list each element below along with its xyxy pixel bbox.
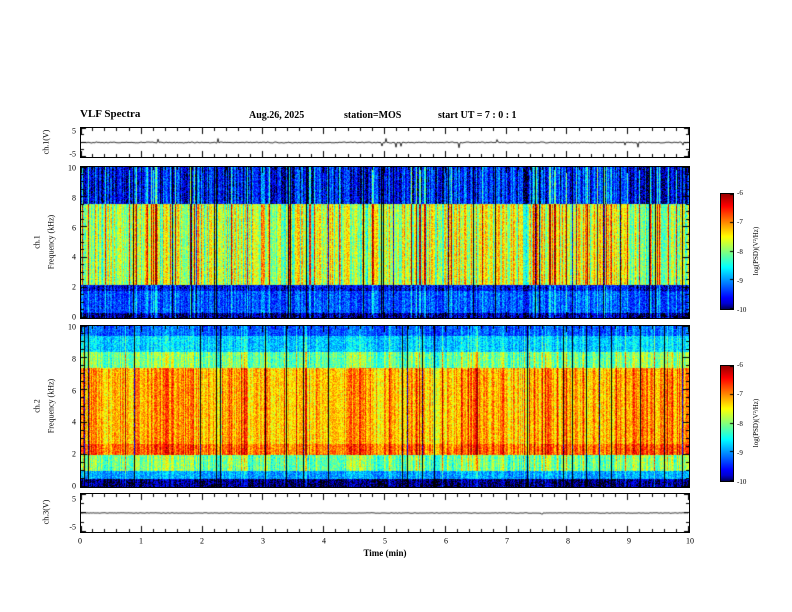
freq-tick-label: 10 [68,163,76,173]
figure-title: VLF Spectra [80,108,141,120]
figure-date: Aug.26, 2025 [249,110,305,121]
colorbar-tick-label: -8 [737,247,743,256]
ch2-colorbar-canvas [721,366,733,481]
x-tick-label: 4 [322,536,326,546]
colorbar-tick-label: -7 [737,390,743,399]
ch1-frequency-axis-label: Frequency (kHz) [46,214,56,270]
freq-tick-label: 2 [72,282,76,292]
volt-tick-label: -5 [69,522,76,532]
ch1-colorbar-canvas [721,194,733,309]
volt-tick-label: 5 [72,494,76,504]
freq-tick-label: 0 [72,481,76,491]
x-tick-label: 9 [627,536,631,546]
ch2-frequency-axis-label: Frequency (kHz) [46,378,56,434]
colorbar-tick-label: -6 [737,189,743,197]
freq-tick-label: 6 [72,223,76,233]
x-tick-label: 1 [139,536,143,546]
ch2-channel-label: ch.2 [32,399,42,413]
ch3-voltage-axis-label: ch.3(V) [41,499,51,525]
freq-tick-label: 6 [72,386,76,396]
ch1-channel-label: ch.1 [32,235,42,249]
x-tick-label: 2 [200,536,204,546]
colorbar-tick-label: -6 [737,361,743,369]
x-tick-label: 10 [686,536,694,546]
ch1-colorbar-label: log(PSD)(V²/Hz) [752,226,760,276]
freq-tick-label: 2 [72,449,76,459]
ch2-spectrogram-canvas [81,326,689,487]
volt-tick-label: 5 [72,126,76,136]
ch3-waveform-panel [80,493,690,533]
freq-tick-label: 4 [72,252,76,262]
colorbar-tick-label: -7 [737,218,743,227]
freq-tick-label: 8 [72,193,76,203]
time-axis-label: Time (min) [363,548,407,558]
ch1-colorbar [720,193,734,310]
volt-tick-label: -5 [69,149,76,159]
x-tick-label: 7 [505,536,509,546]
freq-tick-label: 4 [72,417,76,427]
colorbar-tick-label: -10 [737,306,747,314]
ch1-waveform-panel [80,127,690,158]
ch2-colorbar-label: log(PSD)(V²/Hz) [752,398,760,448]
ch2-spectrogram-panel [80,325,690,488]
x-tick-label: 6 [444,536,448,546]
x-tick-label: 0 [78,536,82,546]
freq-tick-label: 10 [68,322,76,332]
ch1-waveform-canvas [81,128,689,157]
freq-tick-label: 8 [72,354,76,364]
ch1-voltage-axis-label: ch.1(V) [41,129,51,155]
ch1-spectrogram-canvas [81,167,689,318]
station-label: station=MOS [344,110,402,121]
colorbar-tick-label: -9 [737,448,743,457]
ch1-spectrogram-panel [80,166,690,319]
colorbar-tick-label: -10 [737,478,747,486]
x-tick-label: 3 [261,536,265,546]
x-tick-label: 5 [383,536,387,546]
ch2-colorbar [720,365,734,482]
x-tick-label: 8 [566,536,570,546]
colorbar-tick-label: -9 [737,276,743,285]
freq-tick-label: 0 [72,312,76,322]
colorbar-tick-label: -8 [737,419,743,428]
ch3-waveform-canvas [81,494,689,532]
start-ut-label: start UT = 7 : 0 : 1 [438,110,517,121]
